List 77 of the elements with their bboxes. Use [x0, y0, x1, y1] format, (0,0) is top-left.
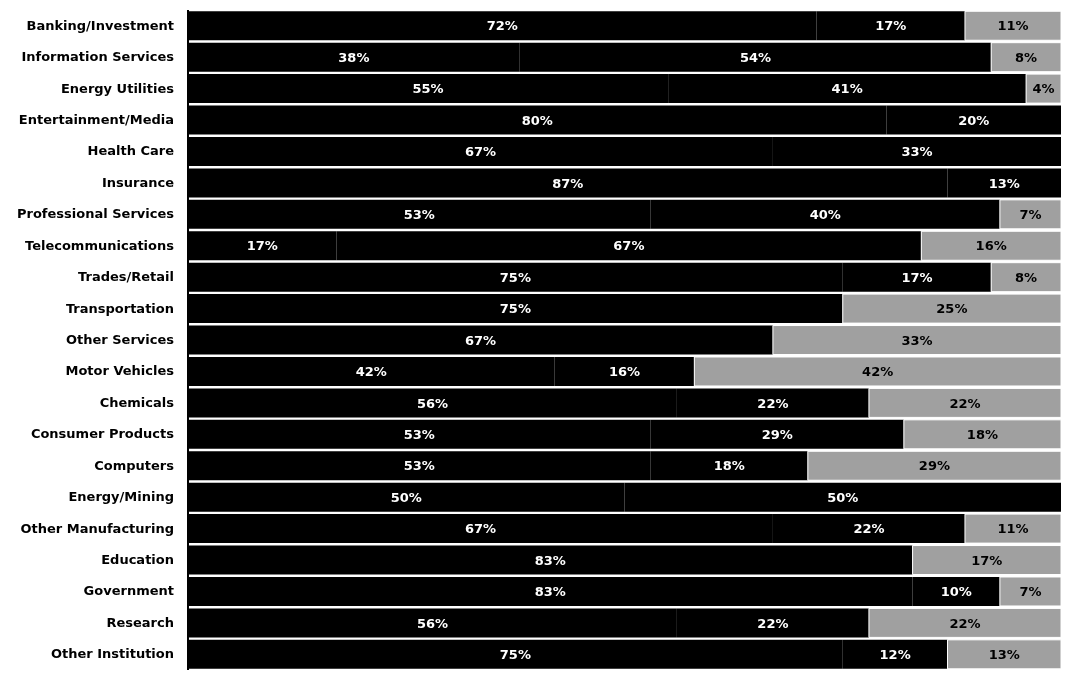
data-label: 80%	[521, 112, 553, 128]
data-label: 22%	[853, 521, 885, 537]
y-tick-label: Education	[101, 552, 174, 567]
data-label: 67%	[464, 144, 497, 160]
data-label: 75%	[499, 646, 531, 662]
data-label: 22%	[949, 395, 981, 411]
y-tick-label: Consumer Products	[30, 426, 175, 442]
y-tick-label: Banking/Investment	[26, 17, 174, 33]
data-label: 67%	[613, 238, 645, 254]
data-label: 53%	[403, 426, 435, 442]
data-label: 72%	[486, 18, 518, 34]
data-label: 67%	[464, 332, 497, 348]
data-label: 75%	[499, 301, 531, 317]
data-label: 38%	[338, 49, 370, 65]
data-label: 56%	[416, 615, 448, 631]
data-label: 56%	[416, 395, 448, 411]
y-tick-label: Entertainment/Media	[18, 112, 174, 127]
data-label: 22%	[757, 395, 789, 411]
data-label: 20%	[958, 112, 990, 128]
data-label: 67%	[464, 521, 497, 537]
data-label: 54%	[739, 49, 772, 65]
y-tick-label: Other Services	[65, 332, 175, 347]
y-tick-label: Professional Services	[17, 206, 175, 222]
data-label: 50%	[390, 489, 422, 505]
data-label: 7%	[1019, 206, 1042, 222]
data-label: 75%	[499, 269, 531, 285]
data-label: 11%	[997, 521, 1029, 537]
data-label: 53%	[403, 206, 435, 222]
data-label: 41%	[831, 81, 863, 97]
y-tick-label: Motor Vehicles	[65, 363, 175, 379]
data-label: 13%	[988, 646, 1020, 662]
data-label: 33%	[901, 144, 933, 160]
data-label: 18%	[713, 458, 745, 474]
data-label: 17%	[901, 269, 933, 285]
data-label: 8%	[1015, 49, 1038, 65]
data-label: 8%	[1015, 269, 1038, 285]
data-label: 42%	[862, 364, 894, 380]
y-tick-label: Other Institution	[50, 646, 174, 662]
data-label: 25%	[936, 301, 968, 317]
data-label: 22%	[949, 615, 981, 631]
data-label: 40%	[809, 206, 841, 222]
data-label: 87%	[552, 175, 584, 191]
data-label: 17%	[246, 238, 278, 254]
data-label: 4%	[1032, 81, 1055, 97]
y-tick-label: Energy Utilities	[60, 80, 175, 96]
data-label: 33%	[901, 332, 933, 348]
y-tick-label: Energy/Mining	[68, 489, 174, 505]
y-tick-label: Chemicals	[99, 394, 175, 410]
data-label: 83%	[534, 552, 566, 568]
y-tick-label: Trades/Retail	[78, 269, 174, 285]
data-label: 17%	[875, 18, 907, 34]
y-tick-label: Health Care	[87, 143, 175, 159]
data-label: 22%	[757, 615, 789, 631]
data-label: 50%	[827, 489, 859, 505]
data-label: 10%	[940, 584, 972, 600]
y-tick-label: Transportation	[65, 300, 174, 316]
y-tick-label: Information Services	[21, 49, 175, 65]
data-label: 13%	[988, 175, 1020, 191]
data-label: 17%	[971, 552, 1003, 568]
y-tick-label: Research	[106, 614, 174, 630]
data-label: 29%	[918, 458, 950, 474]
data-label: 16%	[975, 238, 1007, 254]
data-label: 53%	[403, 458, 435, 474]
y-tick-label: Other Manufacturing	[20, 520, 174, 536]
data-label: 7%	[1019, 584, 1042, 600]
data-label: 18%	[966, 426, 998, 442]
data-label: 42%	[355, 364, 387, 380]
data-label: 12%	[879, 646, 911, 662]
data-label: 83%	[534, 584, 566, 600]
y-tick-label: Government	[83, 583, 174, 599]
data-label: 11%	[997, 18, 1029, 34]
y-tick-label: Telecommunications	[25, 237, 175, 253]
y-tick-label: Insurance	[101, 174, 175, 190]
data-label: 16%	[608, 364, 641, 380]
y-tick-label: Computers	[94, 457, 175, 473]
data-label: 29%	[761, 426, 793, 442]
data-label: 55%	[412, 81, 444, 97]
